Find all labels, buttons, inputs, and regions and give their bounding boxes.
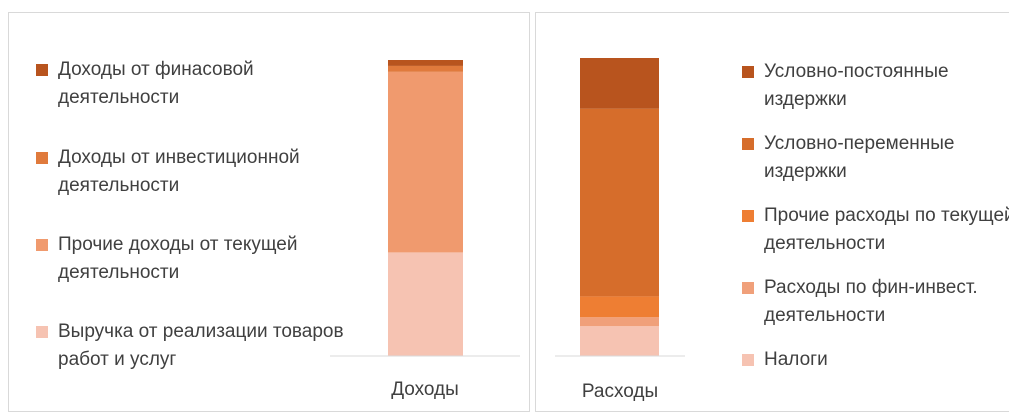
income-segment-4 bbox=[388, 60, 463, 66]
legend-swatch bbox=[742, 138, 754, 150]
expense-segment-3 bbox=[580, 296, 659, 318]
legend-item-variable-costs: Условно-переменные издержки bbox=[742, 130, 1009, 186]
legend-label: Прочие доходы от текущей деятельности bbox=[58, 234, 298, 283]
legend-item-fixed-costs: Условно-постоянные издержки bbox=[742, 58, 1009, 114]
legend-item-fin-invest-expenses: Расходы по фин-инвест. деятельности bbox=[742, 274, 1009, 330]
expense-segment-5 bbox=[580, 58, 659, 109]
legend-label: Доходы от финасовой деятельности bbox=[58, 59, 254, 108]
legend-label: Условно-постоянные издержки bbox=[764, 61, 949, 110]
legend-label: Условно-переменные издержки bbox=[764, 133, 955, 182]
expense-segment-1 bbox=[580, 326, 659, 356]
expense-bar-stack bbox=[580, 58, 659, 356]
legend-item-other-expenses: Прочие расходы по текущей деятельности bbox=[742, 202, 1009, 258]
income-segment-3 bbox=[388, 65, 463, 72]
legend-item-taxes: Налоги bbox=[742, 346, 1009, 374]
legend-item-financial-income: Доходы от финасовой деятельности bbox=[36, 56, 348, 112]
legend-item-other-income: Прочие доходы от текущей деятельности bbox=[36, 231, 348, 287]
expense-segment-4 bbox=[580, 108, 659, 297]
legend-label: Расходы по фин-инвест. деятельности bbox=[764, 277, 978, 326]
legend-label: Доходы от инвестиционной деятельности bbox=[58, 147, 300, 196]
expense-category-label: Расходы bbox=[582, 381, 658, 402]
income-segment-2 bbox=[388, 71, 463, 253]
legend-label: Налоги bbox=[764, 349, 828, 370]
legend-swatch bbox=[742, 66, 754, 78]
legend-label: Прочие расходы по текущей деятельности bbox=[764, 205, 1009, 254]
legend-swatch bbox=[742, 282, 754, 294]
legend-swatch bbox=[36, 64, 48, 76]
legend-item-revenue: Выручка от реализации товаров работ и ус… bbox=[36, 318, 348, 374]
income-category-label: Доходы bbox=[391, 379, 459, 400]
legend-swatch bbox=[742, 354, 754, 366]
legend-swatch bbox=[742, 210, 754, 222]
legend-item-investment-income: Доходы от инвестиционной деятельности bbox=[36, 144, 348, 200]
income-segment-1 bbox=[388, 252, 463, 356]
legend-swatch bbox=[36, 326, 48, 338]
expense-segment-2 bbox=[580, 317, 659, 327]
legend-swatch bbox=[36, 239, 48, 251]
income-bar-stack bbox=[388, 60, 463, 356]
legend-swatch bbox=[36, 152, 48, 164]
legend-label: Выручка от реализации товаров работ и ус… bbox=[58, 321, 344, 370]
